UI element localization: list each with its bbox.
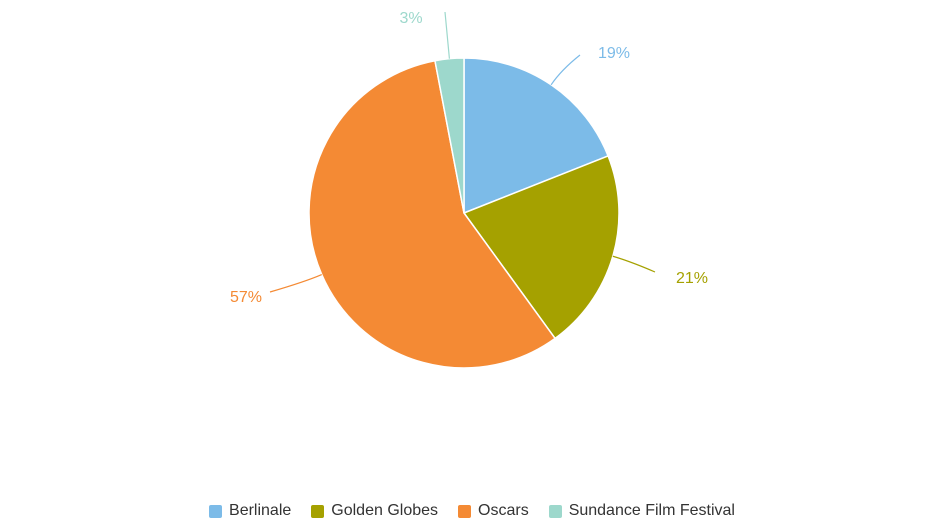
data-label-golden-globes: 21% — [676, 270, 708, 287]
connector-sundance-film-festival — [444, 11, 451, 59]
legend-item-golden-globes[interactable]: Golden Globes — [311, 502, 438, 520]
data-label-oscars: 57% — [230, 289, 262, 306]
connector-golden-globes — [612, 255, 656, 273]
legend-item-berlinale[interactable]: Berlinale — [209, 502, 291, 520]
chart-legend: Berlinale Golden Globes Oscars Sundance … — [0, 502, 944, 520]
connector-berlinale — [550, 54, 581, 86]
legend-swatch-golden-globes — [311, 504, 325, 518]
pie-slice-berlinale[interactable] — [463, 57, 609, 214]
pie-slice-oscars[interactable] — [308, 59, 556, 369]
legend-label-berlinale: Berlinale — [229, 502, 292, 519]
data-label-berlinale: 19% — [598, 45, 630, 62]
data-label-sundance-film-festival: 3% — [399, 10, 422, 27]
legend-swatch-sundance-film-festival — [548, 504, 562, 518]
legend-item-oscars[interactable]: Oscars — [458, 502, 529, 520]
legend-swatch-berlinale — [209, 504, 223, 518]
legend-label-sundance-film-festival: Sundance Film Festival — [568, 502, 735, 519]
legend-item-sundance-film-festival[interactable]: Sundance Film Festival — [548, 502, 735, 520]
connector-oscars — [269, 274, 322, 293]
legend-swatch-oscars — [458, 504, 472, 518]
legend-label-golden-globes: Golden Globes — [331, 502, 439, 519]
legend-label-oscars: Oscars — [478, 502, 529, 519]
pie-slice-sundance-film-festival[interactable] — [434, 57, 465, 214]
